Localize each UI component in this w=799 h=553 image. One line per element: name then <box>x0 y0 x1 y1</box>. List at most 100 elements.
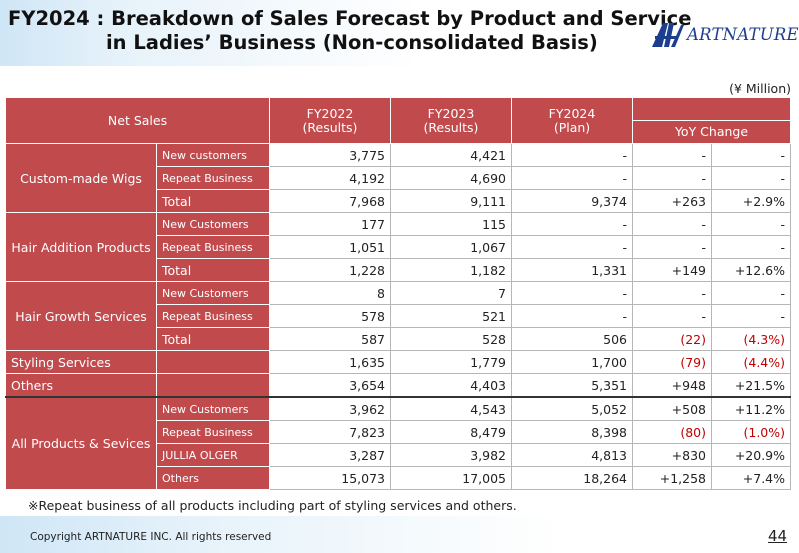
value-cell-fy2024: 5,351 <box>511 373 633 398</box>
value-cell-yoy-abs: +508 <box>632 396 712 421</box>
value-cell-yoy-pct: - <box>711 166 791 190</box>
value-cell-fy2023: 9,111 <box>390 189 512 213</box>
value-cell-fy2023: 1,182 <box>390 258 512 282</box>
value-cell-yoy-pct: - <box>711 304 791 328</box>
table-row: Total 587 528 506 (22) (4.3%) <box>6 327 791 351</box>
value-cell-fy2024: - <box>511 143 633 167</box>
slide-title-line1: FY2024 : Breakdown of Sales Forecast by … <box>8 7 692 30</box>
value-cell-fy2022: 15,073 <box>269 466 391 490</box>
value-cell-yoy-abs: - <box>632 281 712 305</box>
value-cell-fy2023: 4,421 <box>390 143 512 167</box>
value-cell-yoy-pct: - <box>711 281 791 305</box>
value-cell-yoy-pct: (4.3%) <box>711 327 791 351</box>
table-row: Repeat Business 7,823 8,479 8,398 (80) (1.0%) <box>6 420 791 444</box>
value-cell-fy2024: 506 <box>511 327 633 351</box>
table-row: Hair Addition Products New Customers 177 11… <box>5 212 791 282</box>
value-cell-yoy-pct: +20.9% <box>711 443 791 467</box>
subcategory-cell: New Customers <box>156 281 270 305</box>
footnote: ※Repeat business of all products includi… <box>28 498 517 513</box>
value-cell-yoy-abs: +1,258 <box>632 466 712 490</box>
category-cell: Hair Growth Services <box>5 281 157 351</box>
value-cell-yoy-pct: - <box>711 235 791 259</box>
table-row: Hair Growth Services New Customers 8 7- - - <box>5 281 791 351</box>
header-yoy-blank <box>632 97 791 121</box>
value-cell-yoy-abs: - <box>632 212 712 236</box>
slide-title-line2: in Ladies’ Business (Non-consolidated Ba… <box>106 31 598 54</box>
artnature-logo: ARTNATURE <box>651 22 798 48</box>
header-fy2022: FY2022 (Results) <box>269 97 391 144</box>
value-cell-yoy-abs: (79) <box>632 350 712 374</box>
value-cell-yoy-abs: +149 <box>632 258 712 282</box>
subcategory-cell: Others <box>156 466 270 490</box>
value-cell-fy2022: 7,823 <box>269 420 391 444</box>
value-cell-fy2024: 4,813 <box>511 443 633 467</box>
category-cell: Styling Services <box>5 350 157 374</box>
slide-title: FY2024 : Breakdown of Sales Forecast by … <box>8 7 691 55</box>
value-cell-yoy-pct: +2.9% <box>711 189 791 213</box>
category-cell: Others <box>5 373 157 398</box>
subcategory-cell <box>156 373 270 398</box>
table-row: Others 15,073 17,005 18,264 +1,258 +7.4% <box>6 466 791 490</box>
slide-header-band <box>0 0 799 66</box>
subcategory-cell: New Customers <box>156 212 270 236</box>
table-row: Repeat Business 4,192 4,690- - - <box>6 166 791 190</box>
unit-label: (¥ Million) <box>729 81 791 96</box>
value-cell-yoy-abs: - <box>632 166 712 190</box>
header-fy2024: FY2024 (Plan) <box>511 97 633 144</box>
subcategory-cell: Repeat Business <box>156 304 270 328</box>
value-cell-fy2023: 1,779 <box>390 350 512 374</box>
table-row: Total 7,968 9,111 9,374 +263 +2.9% <box>6 189 791 213</box>
value-cell-fy2023: 521 <box>390 304 512 328</box>
value-cell-yoy-pct: +21.5% <box>711 373 791 398</box>
subcategory-cell: JULLIA OLGER <box>156 443 270 467</box>
value-cell-fy2022: 4,192 <box>269 166 391 190</box>
value-cell-fy2022: 7,968 <box>269 189 391 213</box>
header-net-sales: Net Sales <box>5 97 270 144</box>
value-cell-fy2022: 3,962 <box>269 396 391 421</box>
value-cell-fy2023: 4,690 <box>390 166 512 190</box>
value-cell-fy2024: 18,264 <box>511 466 633 490</box>
value-cell-yoy-pct: - <box>711 143 791 167</box>
value-cell-yoy-abs: +830 <box>632 443 712 467</box>
page-number: 44 <box>768 527 788 545</box>
table-row: Styling Services 1,635 1,779 1,700 (79) (4.4%… <box>5 350 791 374</box>
subcategory-cell: Repeat Business <box>156 235 270 259</box>
value-cell-fy2024: 5,052 <box>511 396 633 421</box>
value-cell-yoy-abs: (22) <box>632 327 712 351</box>
subcategory-cell: Repeat Business <box>156 166 270 190</box>
value-cell-fy2022: 3,775 <box>269 143 391 167</box>
value-cell-yoy-pct: +7.4% <box>711 466 791 490</box>
value-cell-fy2023: 4,543 <box>390 396 512 421</box>
value-cell-fy2024: 8,398 <box>511 420 633 444</box>
value-cell-yoy-pct: - <box>711 212 791 236</box>
table-body: Custom-made Wigs New customers 3,775 4,421-… <box>5 143 791 490</box>
category-cell: Custom-made Wigs <box>5 143 157 213</box>
value-cell-fy2022: 177 <box>269 212 391 236</box>
value-cell-fy2023: 115 <box>390 212 512 236</box>
category-cell: Hair Addition Products <box>5 212 157 282</box>
artnature-wordmark: ARTNATURE <box>687 25 799 44</box>
sales-forecast-table: Net Sales FY2022 (Results) FY2023 (Resul… <box>5 97 791 490</box>
value-cell-yoy-abs: (80) <box>632 420 712 444</box>
table-row: JULLIA OLGER 3,287 3,982 4,813 +830 +20.9% <box>6 443 791 467</box>
subcategory-cell: New customers <box>156 143 270 167</box>
value-cell-yoy-pct: (4.4%) <box>711 350 791 374</box>
value-cell-fy2024: 9,374 <box>511 189 633 213</box>
subcategory-cell: Total <box>156 327 270 351</box>
value-cell-fy2023: 8,479 <box>390 420 512 444</box>
subcategory-cell <box>156 350 270 374</box>
value-cell-fy2022: 1,635 <box>269 350 391 374</box>
value-cell-fy2022: 587 <box>269 327 391 351</box>
value-cell-yoy-abs: +948 <box>632 373 712 398</box>
subcategory-cell: Total <box>156 258 270 282</box>
value-cell-fy2023: 3,982 <box>390 443 512 467</box>
header-fy2023: FY2023 (Results) <box>390 97 512 144</box>
value-cell-fy2022: 1,051 <box>269 235 391 259</box>
value-cell-fy2023: 4,403 <box>390 373 512 398</box>
value-cell-fy2024: - <box>511 235 633 259</box>
table-row: Custom-made Wigs New customers 3,775 4,421-… <box>5 143 791 213</box>
subcategory-cell: New Customers <box>156 396 270 421</box>
value-cell-fy2023: 17,005 <box>390 466 512 490</box>
value-cell-yoy-abs: - <box>632 235 712 259</box>
table-row: All Products & Sevices New Customers 3,962… <box>5 396 791 490</box>
